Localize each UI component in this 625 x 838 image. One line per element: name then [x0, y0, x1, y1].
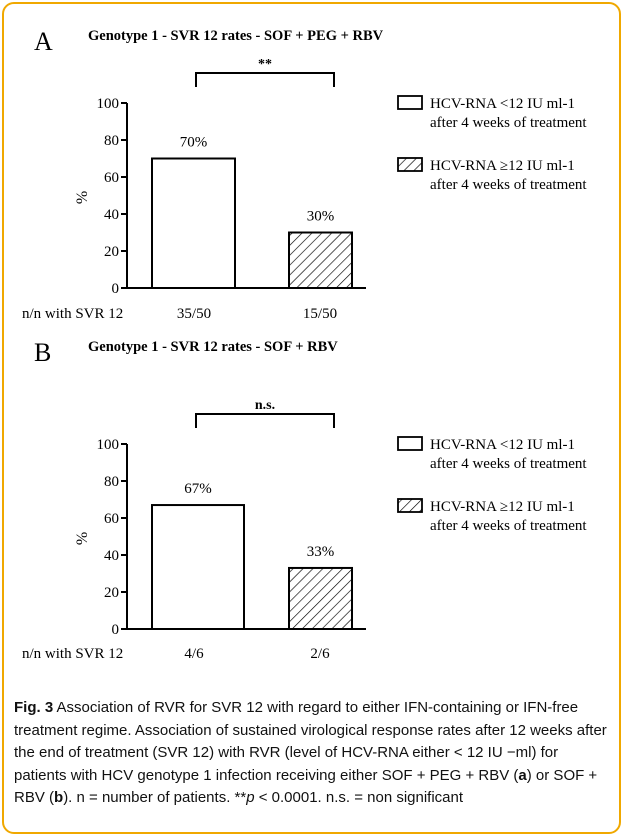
caption-ref-a: a: [518, 766, 527, 784]
caption-text-2: ) or SOF + RBV (: [14, 766, 598, 807]
category-label-b-1: 4/6: [184, 646, 204, 662]
category-label-a-1: 35/50: [177, 306, 211, 322]
y-tick-label-b-20: 20: [104, 585, 119, 601]
figure-charts: A Genotype 1 - SVR 12 rates - SOF + PEG +…: [22, 27, 587, 662]
y-tick-label-b-100: 100: [97, 437, 120, 453]
significance-label-b: n.s.: [255, 398, 275, 413]
caption-text-4: < 0.0001. n.s. = non significant: [254, 789, 464, 806]
caption-fig-label: Fig. 3: [14, 699, 54, 716]
y-tick-label-b-60: 60: [104, 511, 119, 527]
bar-b-1: [151, 504, 245, 630]
y-tick-label-a-80: 80: [104, 133, 119, 149]
legend-line1-a-1: HCV-RNA <12 IU ml-1: [430, 96, 575, 112]
legend-swatch-b-white: [397, 436, 423, 451]
row-label-a: n/n with SVR 12: [22, 306, 123, 322]
caption-ref-b: b: [54, 789, 64, 806]
legend-swatch-a-hatched: [397, 157, 423, 172]
row-label-b: n/n with SVR 12: [22, 646, 123, 662]
figure-caption: Fig. 3 Association of RVR for SVR 12 wit…: [14, 697, 614, 810]
panel-letter-a: A: [34, 27, 53, 56]
category-label-b-2: 2/6: [310, 646, 330, 662]
y-tick-label-a-0: 0: [112, 281, 120, 297]
legend-line1-b-2: HCV-RNA ≥12 IU ml-1: [430, 499, 575, 515]
legend-line1-b-1: HCV-RNA <12 IU ml-1: [430, 437, 575, 453]
legend-swatch-a-white: [397, 95, 423, 110]
bar-value-label-b-1: 67%: [184, 481, 212, 497]
y-tick-label-b-80: 80: [104, 474, 119, 490]
chart-title-b: Genotype 1 - SVR 12 rates - SOF + RBV: [88, 339, 338, 355]
significance-bracket-b: [195, 413, 335, 428]
y-tick-label-b-40: 40: [104, 548, 119, 564]
y-tick-label-b-0: 0: [112, 622, 120, 638]
y-tick-label-a-100: 100: [97, 96, 120, 112]
chart-title-a: Genotype 1 - SVR 12 rates - SOF + PEG + …: [88, 28, 384, 44]
bar-value-label-a-1: 70%: [180, 135, 208, 151]
caption-text-3: ). n = number of patients. **: [63, 789, 247, 806]
y-axis-label-a: %: [74, 191, 91, 204]
bar-b-2: [288, 566, 353, 631]
legend-line2-a-2: after 4 weeks of treatment: [430, 177, 587, 193]
y-tick-label-a-40: 40: [104, 207, 119, 223]
legend-line2-a-1: after 4 weeks of treatment: [430, 115, 587, 131]
bar-a-2: [288, 231, 353, 289]
bar-a-1: [151, 157, 236, 289]
legend-swatch-b-hatched: [397, 498, 423, 513]
significance-label-a: **: [258, 57, 272, 72]
caption-text-1: Association of RVR for SVR 12 with regar…: [14, 699, 607, 784]
panel-letter-b: B: [34, 338, 51, 367]
y-axis-label-b: %: [74, 532, 91, 545]
legend-line1-a-2: HCV-RNA ≥12 IU ml-1: [430, 158, 575, 174]
bar-value-label-b-2: 33%: [307, 544, 335, 560]
y-tick-label-a-60: 60: [104, 170, 119, 186]
significance-bracket-a: [195, 72, 335, 87]
bar-value-label-a-2: 30%: [307, 209, 335, 225]
y-tick-label-a-20: 20: [104, 244, 119, 260]
caption-p-symbol: p: [246, 789, 255, 806]
legend-line2-b-1: after 4 weeks of treatment: [430, 456, 587, 472]
category-label-a-2: 15/50: [303, 306, 337, 322]
legend-line2-b-2: after 4 weeks of treatment: [430, 518, 587, 534]
